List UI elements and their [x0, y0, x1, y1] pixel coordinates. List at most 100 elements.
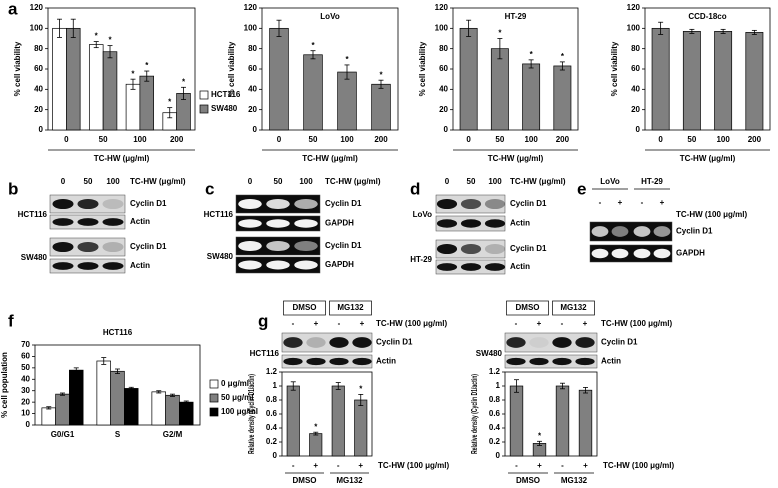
blot-strip — [589, 221, 673, 242]
lane-label: 100 — [299, 177, 313, 186]
cell-line-label: SW480 — [207, 252, 234, 261]
y-tick-label: 80 — [34, 44, 43, 53]
x-axis-label: TC-HW (μg/ml) — [488, 154, 544, 163]
bar — [124, 388, 139, 426]
error-bar — [358, 393, 364, 407]
y-tick-label: 40 — [34, 84, 43, 93]
legend-label: 100 μg/ml — [221, 407, 258, 416]
y-tick-label: 80 — [248, 44, 257, 53]
group-box — [329, 300, 372, 316]
error-bar — [559, 61, 565, 71]
blot-band — [266, 198, 290, 210]
group-label: DMSO — [516, 476, 540, 485]
blot-row-label: Actin — [130, 217, 150, 226]
error-bar — [101, 357, 107, 365]
blot-band — [436, 198, 458, 210]
y-tick-label: 60 — [439, 64, 448, 73]
y-tick-label: 120 — [435, 3, 449, 12]
blot-band — [506, 357, 526, 366]
blot-row-label: Cyclin D1 — [510, 199, 547, 208]
x-axis-label: TC-HW (100 μg/ml) — [378, 461, 449, 470]
lane-label: 50 — [274, 177, 283, 186]
x-tick-label: G0/G1 — [51, 430, 75, 439]
panel-letter: e — [577, 179, 586, 198]
blot-row-label: Actin — [601, 357, 621, 366]
x-tick-label: G2/M — [163, 430, 183, 439]
blot-band — [306, 337, 326, 348]
lane-label: + — [537, 319, 542, 328]
error-bar — [170, 393, 175, 397]
y-tick-label: 100 — [244, 23, 258, 32]
blot-row-label: GAPDH — [325, 260, 354, 269]
bar — [139, 75, 155, 131]
error-bar — [537, 440, 542, 446]
blot-band — [238, 219, 262, 228]
x-tick-label: - — [561, 461, 564, 470]
group-label: DMSO — [293, 303, 317, 312]
blot-band — [484, 243, 506, 255]
blot-band — [283, 337, 303, 348]
y-tick-label: 60 — [34, 64, 43, 73]
cell-line-label: HT-29 — [410, 255, 432, 264]
legend-label: SW480 — [211, 104, 238, 113]
panel-letter: c — [205, 179, 214, 198]
error-bar — [720, 28, 726, 34]
lane-label: + — [618, 198, 623, 207]
treatment-label: TC-HW (100 μg/ml) — [676, 210, 747, 219]
significance-star: * — [168, 98, 172, 107]
significance-star: * — [182, 77, 186, 86]
panel-letter: f — [8, 311, 14, 330]
blot-band — [102, 262, 124, 270]
y-axis-label: % cell viability — [418, 41, 427, 96]
x-tick-label: + — [583, 461, 588, 470]
y-tick-label: 120 — [627, 3, 641, 12]
bar — [309, 433, 323, 457]
significance-star: * — [108, 36, 112, 45]
blot-band — [329, 357, 349, 366]
bar — [509, 385, 524, 457]
x-tick-label: + — [537, 461, 542, 470]
bar — [125, 83, 141, 131]
legend-label: 50 μg/ml — [221, 393, 253, 402]
error-bar — [128, 386, 134, 390]
y-tick-label: 20 — [34, 105, 43, 114]
x-tick-label: 200 — [748, 135, 762, 144]
blot-row-label: Cyclin D1 — [130, 199, 167, 208]
bar — [88, 44, 104, 131]
bar — [286, 385, 300, 457]
error-bar — [183, 400, 189, 404]
bar — [165, 394, 180, 426]
group-label: MG132 — [337, 303, 364, 312]
cell-line-label: SW480 — [21, 253, 48, 262]
y-tick-label: 0.6 — [489, 409, 501, 418]
y-tick-label: 10 — [21, 409, 30, 418]
y-tick-label: 20 — [21, 397, 30, 406]
y-tick-label: 0.4 — [266, 423, 278, 432]
x-tick-label: 200 — [556, 135, 570, 144]
y-tick-label: 60 — [248, 64, 257, 73]
cell-line-label: HCT116 — [204, 210, 234, 219]
blot-band — [633, 248, 651, 259]
cell-line-label: SW480 — [476, 349, 503, 358]
bar — [337, 71, 357, 131]
error-bar — [310, 50, 316, 60]
y-tick-label: 120 — [244, 3, 258, 12]
cell-line-label: HCT116 — [18, 210, 48, 219]
error-bar — [658, 21, 664, 35]
blot-row-label: Actin — [376, 357, 396, 366]
blot-strip — [281, 354, 373, 369]
blot-band — [591, 248, 609, 259]
bar — [682, 31, 701, 131]
lane-label: + — [360, 319, 365, 328]
group-label: MG132 — [561, 476, 588, 485]
blot-band — [294, 219, 318, 228]
blot-row-label: GAPDH — [676, 249, 705, 258]
lane-label: 100 — [488, 177, 502, 186]
x-tick-label: 0 — [64, 135, 69, 144]
bar — [66, 27, 81, 131]
legend-swatch — [209, 379, 219, 389]
bar — [745, 32, 764, 131]
blot-band — [611, 248, 629, 259]
bar — [269, 27, 289, 131]
y-tick-label: 0.4 — [489, 423, 501, 432]
